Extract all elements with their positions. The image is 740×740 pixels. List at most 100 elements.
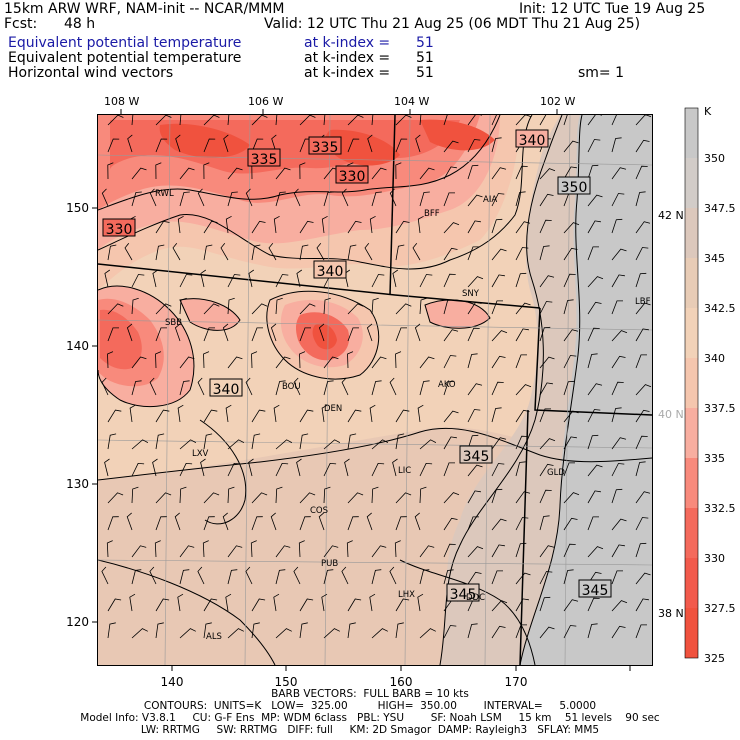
wind-barb (515, 328, 529, 342)
wind-barb (251, 409, 266, 423)
colorbar-unit: K (704, 105, 712, 118)
wind-barb (467, 409, 481, 423)
wind-barb (344, 458, 350, 477)
station-label: AIA (483, 195, 497, 205)
wind-barb (248, 458, 254, 477)
wind-barb (443, 166, 457, 180)
wind-barb (419, 439, 437, 450)
wind-barb (227, 167, 243, 180)
colorbar-swatch (685, 308, 698, 358)
wind-barb (245, 188, 253, 207)
wind-barb (107, 327, 119, 342)
lon-label: 104 W (394, 95, 429, 108)
wind-barb (563, 299, 574, 315)
wind-barb (563, 247, 578, 261)
wind-barb (414, 512, 421, 531)
wind-barb (443, 140, 459, 153)
contour-label: 350 (561, 180, 588, 196)
wind-barb (563, 329, 579, 342)
wind-barb (443, 569, 454, 585)
wind-barb (635, 302, 651, 315)
wind-barb (299, 327, 311, 342)
wind-barb (172, 242, 181, 261)
wind-barb (443, 329, 459, 342)
wind-barb (203, 162, 210, 180)
wind-barb (392, 269, 399, 288)
wind-barb (563, 273, 576, 288)
wind-barb (467, 623, 478, 639)
wind-barb (587, 464, 603, 477)
wind-barb (227, 356, 243, 369)
wind-barb (222, 323, 229, 342)
wind-barb (389, 566, 397, 585)
field-level-1: at k-index = (304, 35, 391, 51)
wind-barb (635, 624, 647, 639)
wind-barb (347, 409, 362, 423)
wind-barb (417, 215, 424, 234)
colorbar-label: 332.5 (704, 502, 736, 515)
wind-barb (491, 625, 506, 639)
wind-barb (587, 276, 604, 288)
wind-barb (491, 544, 505, 558)
wind-barb (635, 542, 647, 558)
wind-barb (395, 433, 405, 450)
wind-barb (107, 492, 124, 504)
valid-time: Valid: 12 UTC Thu 21 Aug 25 (06 MDT Thu … (264, 16, 641, 32)
wind-barb (155, 598, 170, 612)
wind-barb (635, 461, 646, 477)
wind-barb (371, 356, 387, 369)
field-k-3: 51 (416, 65, 434, 81)
wind-barb (155, 433, 165, 450)
wind-barb (107, 516, 119, 531)
wind-barb (347, 433, 357, 450)
wind-barb (587, 546, 604, 558)
wind-barb (131, 569, 142, 585)
wind-barb (202, 540, 209, 558)
colorbar-label: 335 (704, 452, 725, 465)
wind-barb (587, 409, 601, 423)
lat-label: 42 N (658, 209, 684, 222)
wind-barb (131, 545, 147, 558)
wind-barb (635, 165, 648, 180)
wind-barb (635, 409, 650, 423)
wind-barb (251, 244, 261, 261)
wind-barb (563, 517, 578, 531)
wind-barb (371, 380, 382, 396)
wind-barb (587, 220, 601, 234)
wind-barb (101, 566, 109, 585)
colorbar-label: 342.5 (704, 302, 736, 315)
wind-barb (443, 222, 460, 234)
x-tick-label: 170 (505, 675, 528, 689)
wind-barb (371, 462, 385, 477)
wind-barb (515, 435, 528, 450)
wind-barb (179, 380, 190, 396)
colorbar-swatch (685, 258, 698, 308)
right-latitude-labels: 42 N 40 N 38 N (658, 209, 684, 620)
wind-barb (395, 303, 412, 315)
wind-barb (635, 435, 648, 450)
wind-barb (251, 598, 266, 612)
wind-barb (179, 115, 182, 126)
wind-barb (251, 115, 268, 126)
colorbar-label: 337.5 (704, 402, 736, 415)
wind-barb (395, 622, 404, 639)
wind-barb (611, 570, 623, 585)
wind-barb (275, 628, 292, 639)
wind-barb (107, 115, 124, 126)
wind-barb (395, 409, 410, 423)
wind-barb (268, 242, 277, 261)
wind-barb (347, 516, 359, 531)
wind-barb (323, 462, 337, 477)
wind-barb (412, 242, 421, 261)
wind-barb (126, 323, 133, 342)
wind-barb (611, 330, 628, 342)
y-tick-label: 140 (66, 339, 89, 353)
wind-barb (587, 301, 602, 315)
wind-barb (275, 297, 283, 315)
station-label: ALS (206, 632, 222, 642)
wind-barb (107, 162, 114, 180)
wind-barb (203, 115, 220, 126)
wind-barb (563, 115, 568, 126)
wind-barb (179, 167, 195, 180)
station-label: LBF (635, 297, 651, 307)
